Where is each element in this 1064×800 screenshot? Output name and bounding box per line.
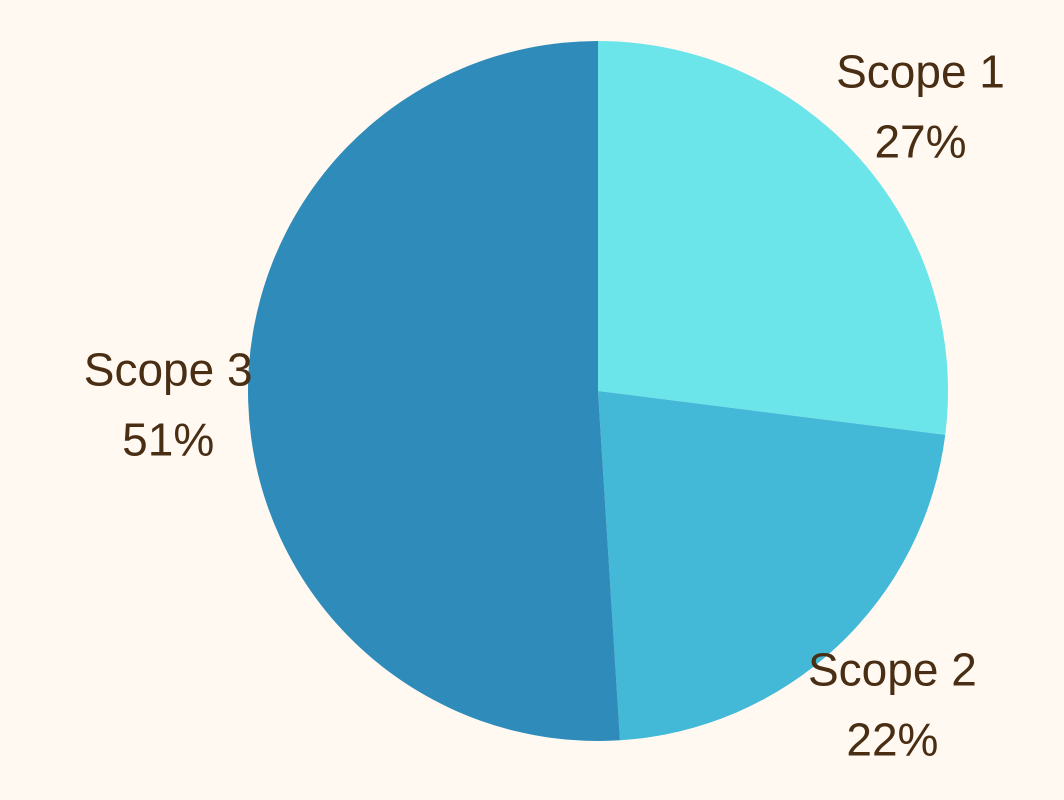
pie-slice-scope-3 (248, 41, 620, 741)
slice-value-scope-3: 51% (122, 414, 214, 466)
slice-value-scope-1: 27% (874, 116, 966, 168)
pie-slice-scope-1 (598, 41, 949, 435)
slice-value-scope-2: 22% (846, 714, 938, 766)
pie-slices (248, 41, 949, 741)
slice-label-scope-2: Scope 2 (808, 644, 977, 696)
pie-slice-scope-2 (598, 391, 946, 741)
pie-labels: Scope 1 27% Scope 2 22% Scope 3 51% (84, 46, 1005, 766)
slice-label-scope-3: Scope 3 (84, 344, 253, 396)
slice-label-scope-1: Scope 1 (836, 46, 1005, 98)
